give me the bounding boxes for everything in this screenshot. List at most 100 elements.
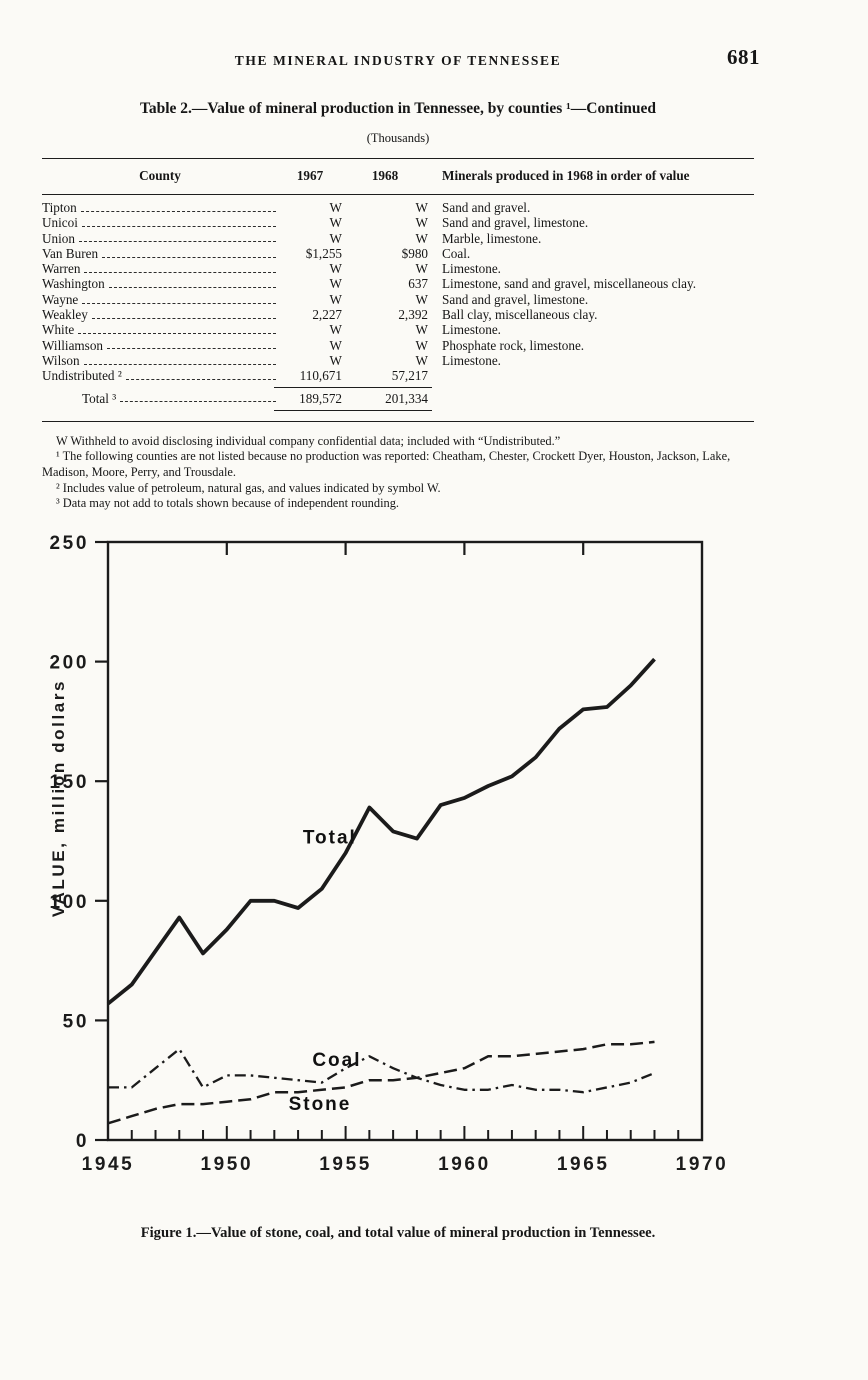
- leader-dashes: [84, 261, 276, 273]
- svg-text:1955: 1955: [319, 1154, 372, 1175]
- cell-county: Wayne: [42, 292, 278, 307]
- table-body: Tipton W W Sand and gravel. Unicoi W W S…: [42, 200, 754, 368]
- table-row: Tipton W W Sand and gravel.: [42, 200, 754, 215]
- table-rule-top: [42, 158, 754, 159]
- leader-dashes: [81, 215, 276, 228]
- cell-1967: W: [329, 200, 342, 215]
- leader-dashes: [120, 391, 276, 403]
- table-row: Unicoi W W Sand and gravel, limestone.: [42, 215, 754, 230]
- cell-county: Union: [42, 231, 278, 246]
- total-rule: [274, 409, 432, 411]
- svg-text:100: 100: [49, 892, 89, 913]
- cell-1968: 57,217: [391, 368, 428, 384]
- cell-1968: W: [415, 322, 428, 338]
- leader-dashes: [102, 246, 276, 258]
- cell-county-name: Undistributed ²: [42, 368, 122, 384]
- cell-1967: W: [329, 276, 342, 292]
- svg-text:200: 200: [49, 652, 89, 673]
- cell-1967: W: [329, 337, 342, 353]
- leader-dashes: [83, 353, 276, 365]
- cell-1968: W: [415, 230, 428, 246]
- cell-county-name: Weakley: [42, 307, 88, 323]
- figure-chart-svg: 0 50 100 150 200 250 1945 1950 1955 1960 1965 1970 V…: [49, 533, 729, 1175]
- svg-text:Total: Total: [303, 827, 357, 848]
- svg-text:1950: 1950: [200, 1154, 253, 1175]
- figure: 0 50 100 150 200 250 1945 1950 1955 1960 1965 1970 V…: [42, 528, 754, 1197]
- cell-county: Total ³: [42, 391, 278, 406]
- running-header: THE MINERAL INDUSTRY OF TENNESSEE 681: [42, 45, 760, 78]
- column-header-county: County: [139, 168, 181, 183]
- svg-text:0: 0: [76, 1131, 89, 1152]
- table-row: White W W Limestone.: [42, 322, 754, 337]
- cell-1968: 2,392: [398, 307, 428, 323]
- running-title: THE MINERAL INDUSTRY OF TENNESSEE: [234, 53, 562, 68]
- footnote: ¹ The following counties are not listed …: [42, 449, 731, 480]
- figure-caption: Figure 1.—Value of stone, coal, and tota…: [140, 1224, 656, 1241]
- cell-minerals: Limestone.: [442, 261, 501, 277]
- cell-minerals: Sand and gravel, limestone.: [442, 291, 589, 307]
- cell-county-name: Washington: [42, 276, 105, 292]
- table-row-total: Total ³ 189,572 201,334: [42, 391, 754, 406]
- footnote: W Withheld to avoid disclosing individua…: [56, 433, 561, 448]
- table-title: Table 2.—Value of mineral production in …: [139, 100, 657, 117]
- cell-1968: W: [415, 215, 428, 231]
- cell-1967: W: [329, 215, 342, 231]
- cell-minerals: Ball clay, miscellaneous clay.: [442, 307, 598, 323]
- cell-1968: W: [415, 261, 428, 277]
- svg-text:Stone: Stone: [289, 1094, 352, 1115]
- svg-text:1960: 1960: [438, 1154, 491, 1175]
- cell-county: Undistributed ²: [42, 368, 278, 383]
- cell-county: Wilson: [42, 353, 278, 368]
- cell-1968: W: [415, 200, 428, 215]
- cell-minerals: [428, 391, 754, 406]
- cell-1967: W: [329, 230, 342, 246]
- cell-county-name: Wayne: [42, 291, 79, 307]
- column-header-minerals: Minerals produced in 1968 in order of va…: [442, 168, 690, 183]
- leader-dashes: [107, 338, 276, 350]
- table-rule-under-header: [42, 194, 754, 195]
- subtotal-rule: [274, 386, 432, 388]
- cell-county: Williamson: [42, 338, 278, 353]
- cell-1968: 637: [408, 276, 428, 292]
- table-row: Wilson W W Limestone.: [42, 353, 754, 368]
- table-rule-bottom: [42, 420, 754, 422]
- cell-1967: 110,671: [299, 368, 342, 384]
- leader-dashes: [78, 322, 276, 335]
- column-header-1968: 1968: [371, 168, 399, 183]
- table-row: Van Buren $1,255 $980 Coal.: [42, 246, 754, 261]
- leader-dashes: [108, 276, 276, 289]
- table-row: Warren W W Limestone.: [42, 261, 754, 276]
- cell-1968: W: [415, 352, 428, 368]
- cell-county: Tipton: [42, 200, 278, 215]
- cell-county-name: Warren: [42, 261, 81, 277]
- table-row: Washington W 637 Limestone, sand and gra…: [42, 276, 754, 291]
- cell-1967: W: [329, 261, 342, 277]
- table-unit-note: (Thousands): [366, 131, 430, 145]
- cell-1968: W: [415, 337, 428, 353]
- leader-dashes: [91, 307, 276, 319]
- page-content: THE MINERAL INDUSTRY OF TENNESSEE 681 Ta…: [42, 0, 760, 1242]
- cell-minerals: Sand and gravel, limestone.: [442, 215, 589, 231]
- table-header-row: County 1967 1968 Minerals produced in 19…: [42, 159, 754, 194]
- cell-county-name: Union: [42, 230, 75, 246]
- page-number: 681: [727, 45, 760, 69]
- cell-1967: W: [329, 291, 342, 307]
- cell-county: Weakley: [42, 307, 278, 322]
- cell-county: Warren: [42, 261, 278, 276]
- table-row-undistributed: Undistributed ² 110,671 57,217: [42, 368, 754, 383]
- cell-1968: 201,334: [385, 390, 428, 406]
- table-row: Union W W Marble, limestone.: [42, 231, 754, 246]
- leader-dashes: [80, 200, 276, 212]
- table-row: Wayne W W Sand and gravel, limestone.: [42, 292, 754, 307]
- cell-county-name: Van Buren: [42, 245, 99, 261]
- leader-dashes: [125, 368, 276, 381]
- svg-text:1970: 1970: [676, 1154, 729, 1175]
- cell-county-name: Total ³: [82, 390, 117, 406]
- footnote: ³ Data may not add to totals shown becau…: [56, 496, 399, 511]
- cell-1967: 2,227: [312, 307, 342, 323]
- cell-county-name: Williamson: [42, 337, 104, 353]
- cell-county-name: Unicoi: [42, 215, 78, 231]
- svg-text:150: 150: [49, 772, 89, 793]
- footnotes: W Withheld to avoid disclosing individua…: [42, 434, 754, 512]
